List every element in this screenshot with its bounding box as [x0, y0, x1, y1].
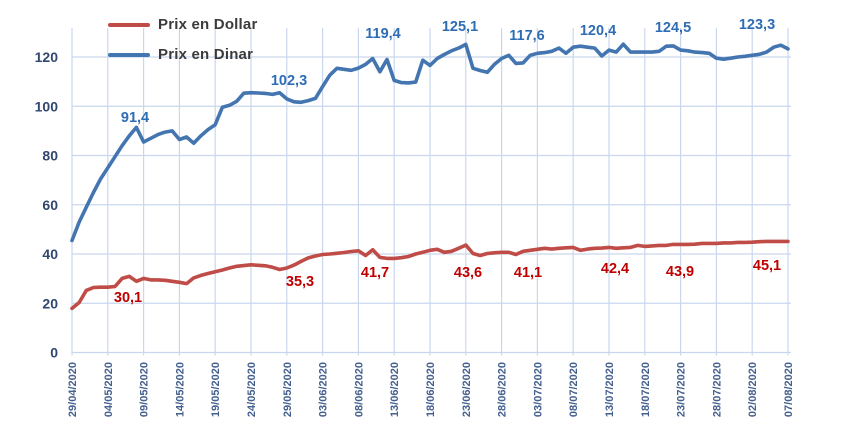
x-tick-label: 24/05/2020 — [246, 362, 258, 417]
x-tick-label: 28/07/2020 — [711, 362, 723, 417]
dinar-data-label: 91,4 — [121, 110, 149, 126]
dinar-series-line — [70, 42, 790, 243]
x-tick-label: 07/08/2020 — [783, 362, 795, 417]
x-tick-label: 29/05/2020 — [282, 362, 294, 417]
dollar-line-swatch — [108, 22, 150, 27]
dinar-data-label: 124,5 — [655, 20, 691, 36]
x-tick-label: 23/07/2020 — [676, 362, 688, 417]
dinar-data-label: 117,6 — [509, 28, 545, 44]
x-tick-label: 28/06/2020 — [497, 362, 509, 417]
dollar-data-label: 43,9 — [666, 264, 694, 280]
legend-item-dollar: Prix en Dollar — [108, 16, 258, 33]
dollar-data-label: 35,3 — [286, 274, 314, 290]
y-tick-label: 0 — [50, 345, 58, 361]
x-tick-label: 03/06/2020 — [318, 362, 330, 417]
dollar-data-label: 41,1 — [514, 265, 542, 281]
dinar-data-label: 123,3 — [739, 17, 775, 33]
dinar-data-label: 119,4 — [365, 26, 401, 42]
dollar-data-label: 42,4 — [601, 261, 629, 277]
legend-item-dinar: Prix en Dinar — [108, 46, 258, 63]
x-tick-label: 02/08/2020 — [747, 362, 759, 417]
dollar-data-label: 30,1 — [114, 290, 142, 306]
y-tick-label: 100 — [35, 98, 59, 114]
dinar-line-swatch — [108, 52, 150, 57]
x-tick-label: 13/07/2020 — [604, 362, 616, 417]
x-tick-label: 09/05/2020 — [139, 362, 151, 417]
dinar-data-label: 125,1 — [442, 19, 478, 35]
legend-label-dinar: Prix en Dinar — [158, 46, 254, 63]
dollar-series-line — [70, 239, 790, 311]
chart-legend: Prix en Dollar Prix en Dinar — [108, 16, 258, 63]
dollar-data-label: 41,7 — [361, 265, 389, 281]
x-tick-label: 04/05/2020 — [103, 362, 115, 417]
x-tick-label: 19/05/2020 — [210, 362, 222, 417]
x-tick-label: 08/06/2020 — [353, 362, 365, 417]
y-tick-label: 60 — [42, 197, 58, 213]
x-tick-label: 18/07/2020 — [640, 362, 652, 417]
x-tick-label: 03/07/2020 — [532, 362, 544, 417]
x-tick-label: 29/04/2020 — [67, 362, 79, 417]
dinar-data-label: 120,4 — [580, 23, 616, 39]
y-tick-label: 80 — [42, 148, 58, 164]
x-tick-label: 18/06/2020 — [425, 362, 437, 417]
y-tick-label: 40 — [42, 246, 58, 262]
x-tick-label: 13/06/2020 — [389, 362, 401, 417]
y-tick-label: 120 — [35, 49, 59, 65]
dollar-data-label: 45,1 — [753, 258, 781, 274]
x-tick-label: 14/05/2020 — [174, 362, 186, 417]
x-tick-label: 23/06/2020 — [461, 362, 473, 417]
legend-label-dollar: Prix en Dollar — [158, 16, 258, 33]
dollar-data-label: 43,6 — [454, 265, 482, 281]
dinar-data-label: 102,3 — [271, 73, 307, 89]
x-tick-label: 08/07/2020 — [568, 362, 580, 417]
y-tick-label: 20 — [42, 295, 58, 311]
